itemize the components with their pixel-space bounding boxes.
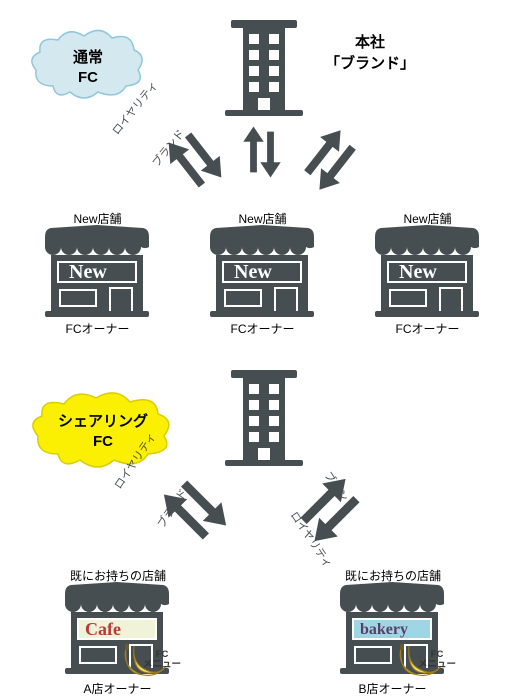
shop-new-icon: New <box>210 225 314 319</box>
shop-owner-label: B店オーナー <box>340 680 445 697</box>
fc-menu-badge: FCメニュー <box>418 650 456 671</box>
shop-owner-label: FCオーナー <box>375 320 480 337</box>
hq-building-icon <box>225 20 303 118</box>
hq-building-icon <box>225 370 303 468</box>
shop-owner-label: A店オーナー <box>65 680 170 697</box>
bakery-sign-text: bakery <box>360 621 408 638</box>
new-sign-text: New <box>69 261 107 283</box>
hq-label: 本社 「ブランド」 <box>310 32 430 74</box>
shop-new-icon: New <box>45 225 149 319</box>
svg-text:New: New <box>399 261 437 283</box>
shop-owner-label: FCオーナー <box>210 320 315 337</box>
cloud-sharing-line2: FC <box>93 433 113 450</box>
fc-menu-badge: FCメニュー <box>143 650 181 671</box>
cafe-sign-text: Cafe <box>85 619 121 639</box>
shop-owner-label: FCオーナー <box>45 320 150 337</box>
arrow-pair-icon <box>285 115 375 205</box>
cloud-sharing-line1: シェアリング <box>58 413 148 430</box>
svg-text:New: New <box>234 261 272 283</box>
cloud-normal-fc: 通常 FC <box>28 28 148 106</box>
shop-new-icon: New <box>375 225 479 319</box>
cloud-normal-line1: 通常 <box>73 49 103 66</box>
cloud-normal-line2: FC <box>78 69 98 86</box>
